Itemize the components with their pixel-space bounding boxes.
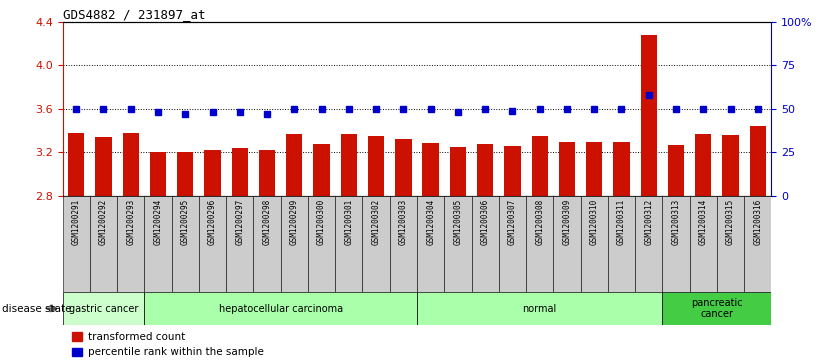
Bar bbox=[580, 196, 608, 292]
Text: GDS4882 / 231897_at: GDS4882 / 231897_at bbox=[63, 8, 205, 21]
Bar bbox=[450, 147, 466, 196]
Text: GSM1200299: GSM1200299 bbox=[289, 199, 299, 245]
Bar bbox=[226, 196, 254, 292]
Bar bbox=[117, 196, 144, 292]
Bar bbox=[177, 152, 193, 196]
Bar bbox=[335, 196, 363, 292]
Text: pancreatic
cancer: pancreatic cancer bbox=[691, 298, 743, 319]
Text: normal: normal bbox=[523, 303, 557, 314]
Bar bbox=[281, 196, 308, 292]
Text: GSM1200292: GSM1200292 bbox=[99, 199, 108, 245]
Bar bbox=[531, 136, 548, 196]
Text: GSM1200310: GSM1200310 bbox=[590, 199, 599, 245]
Bar bbox=[586, 142, 602, 196]
Text: GSM1200291: GSM1200291 bbox=[72, 199, 81, 245]
Text: GSM1200307: GSM1200307 bbox=[508, 199, 517, 245]
Text: GSM1200297: GSM1200297 bbox=[235, 199, 244, 245]
Bar bbox=[505, 146, 520, 196]
Bar bbox=[662, 196, 690, 292]
Bar bbox=[690, 196, 717, 292]
Bar bbox=[363, 196, 389, 292]
Bar bbox=[477, 144, 494, 196]
Bar bbox=[254, 196, 281, 292]
Bar bbox=[613, 142, 630, 196]
Bar bbox=[144, 292, 417, 325]
Bar bbox=[368, 136, 384, 196]
Bar bbox=[144, 196, 172, 292]
Bar bbox=[286, 134, 303, 196]
Bar bbox=[641, 35, 657, 196]
Bar bbox=[553, 196, 580, 292]
Bar bbox=[722, 135, 739, 196]
Text: hepatocellular carcinoma: hepatocellular carcinoma bbox=[219, 303, 343, 314]
Text: GSM1200314: GSM1200314 bbox=[699, 199, 708, 245]
Bar bbox=[259, 150, 275, 196]
Bar bbox=[744, 196, 771, 292]
Bar bbox=[63, 292, 144, 325]
Bar bbox=[471, 196, 499, 292]
Text: GSM1200305: GSM1200305 bbox=[454, 199, 462, 245]
Text: GSM1200315: GSM1200315 bbox=[726, 199, 735, 245]
Bar bbox=[95, 137, 112, 196]
Text: GSM1200298: GSM1200298 bbox=[263, 199, 272, 245]
Bar bbox=[668, 145, 684, 196]
Bar bbox=[750, 126, 766, 196]
Bar bbox=[308, 196, 335, 292]
Text: disease state: disease state bbox=[2, 303, 71, 314]
Bar bbox=[150, 152, 166, 196]
Bar bbox=[172, 196, 198, 292]
Text: GSM1200296: GSM1200296 bbox=[208, 199, 217, 245]
Bar bbox=[395, 139, 411, 196]
Text: GSM1200308: GSM1200308 bbox=[535, 199, 545, 245]
Text: GSM1200301: GSM1200301 bbox=[344, 199, 354, 245]
Bar bbox=[63, 196, 90, 292]
Text: GSM1200316: GSM1200316 bbox=[753, 199, 762, 245]
Bar bbox=[68, 133, 84, 196]
Bar bbox=[559, 142, 575, 196]
Bar bbox=[423, 143, 439, 196]
Text: GSM1200309: GSM1200309 bbox=[562, 199, 571, 245]
Text: GSM1200304: GSM1200304 bbox=[426, 199, 435, 245]
Bar bbox=[445, 196, 471, 292]
Text: GSM1200302: GSM1200302 bbox=[372, 199, 380, 245]
Bar bbox=[717, 196, 744, 292]
Bar bbox=[389, 196, 417, 292]
Bar bbox=[636, 196, 662, 292]
Bar bbox=[204, 150, 221, 196]
Text: GSM1200300: GSM1200300 bbox=[317, 199, 326, 245]
Bar bbox=[695, 134, 711, 196]
Bar bbox=[417, 292, 662, 325]
Bar bbox=[526, 196, 553, 292]
Text: GSM1200313: GSM1200313 bbox=[671, 199, 681, 245]
Text: GSM1200312: GSM1200312 bbox=[644, 199, 653, 245]
Bar bbox=[662, 292, 771, 325]
Bar bbox=[90, 196, 117, 292]
Text: GSM1200311: GSM1200311 bbox=[617, 199, 626, 245]
Bar bbox=[608, 196, 636, 292]
Text: gastric cancer: gastric cancer bbox=[68, 303, 138, 314]
Text: GSM1200295: GSM1200295 bbox=[181, 199, 190, 245]
Bar bbox=[314, 144, 329, 196]
Legend: transformed count, percentile rank within the sample: transformed count, percentile rank withi… bbox=[68, 328, 268, 362]
Bar bbox=[499, 196, 526, 292]
Bar bbox=[417, 196, 445, 292]
Text: GSM1200306: GSM1200306 bbox=[480, 199, 490, 245]
Bar bbox=[123, 133, 139, 196]
Bar bbox=[340, 134, 357, 196]
Bar bbox=[232, 148, 248, 196]
Text: GSM1200303: GSM1200303 bbox=[399, 199, 408, 245]
Text: GSM1200294: GSM1200294 bbox=[153, 199, 163, 245]
Bar bbox=[198, 196, 226, 292]
Text: GSM1200293: GSM1200293 bbox=[126, 199, 135, 245]
